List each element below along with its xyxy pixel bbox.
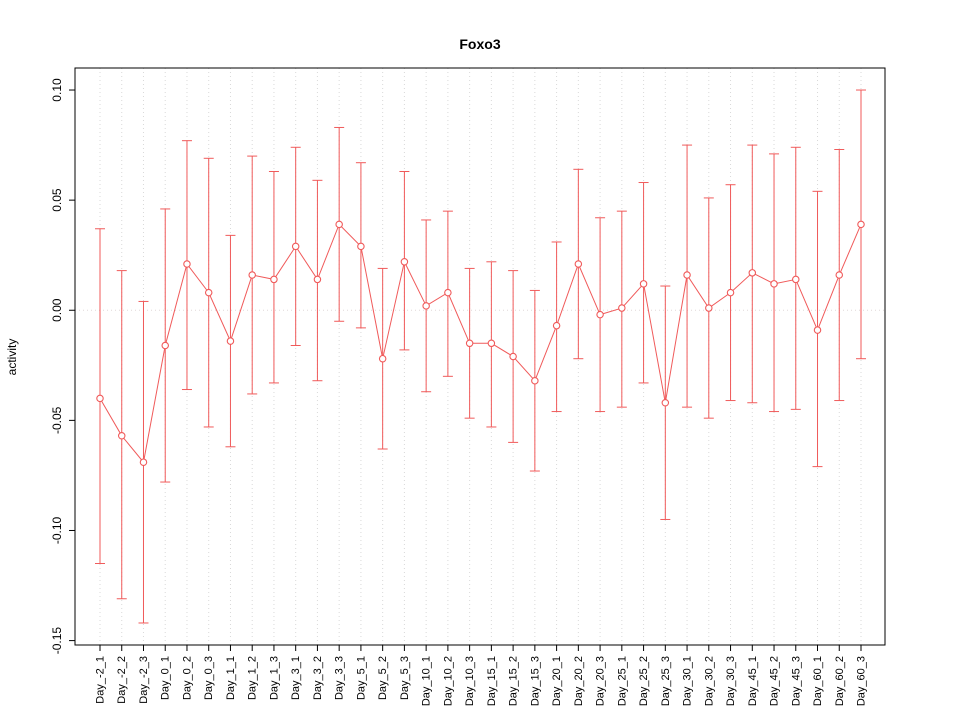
data-point (248, 271, 256, 279)
x-tick-label: Day_-2_2 (116, 656, 128, 704)
x-tick-label: Day_15_3 (529, 656, 541, 706)
y-tick-label: -0.15 (50, 627, 64, 655)
x-tick-label: Day_3_1 (290, 656, 302, 700)
x-tick-label: Day_30_1 (682, 656, 694, 706)
data-point (813, 326, 822, 334)
plot-border (74, 67, 886, 646)
x-tick-label: Day_30_2 (703, 656, 715, 706)
y-tick-label: -0.05 (50, 406, 64, 434)
data-point (313, 275, 322, 284)
data-point (683, 271, 691, 279)
data-point (639, 280, 648, 288)
data-point (139, 458, 148, 466)
chart-title: Foxo3 (459, 36, 501, 52)
x-tick-label: Day_25_1 (616, 656, 628, 706)
data-point (770, 280, 778, 288)
x-tick-label: Day_-2_1 (95, 656, 107, 704)
data-point (422, 302, 430, 310)
y-axis-label: activity (5, 338, 19, 376)
data-point (726, 288, 735, 297)
data-point (270, 275, 278, 284)
data-point (335, 220, 343, 229)
x-tick-label: Day_1_3 (268, 656, 280, 700)
x-tick-label: Day_60_3 (856, 656, 868, 706)
data-point (618, 304, 626, 312)
x-tick-label: Day_5_2 (377, 656, 389, 700)
y-tick-label: 0.00 (50, 298, 64, 322)
data-point (596, 310, 604, 319)
data-point (378, 354, 387, 363)
x-tick-label: Day_60_2 (834, 656, 846, 706)
data-point (117, 432, 126, 440)
data-point (574, 260, 583, 268)
series-line (99, 223, 862, 464)
data-point (465, 339, 474, 348)
x-tick-label: Day_15_2 (508, 656, 520, 706)
x-tick-label: Day_1_2 (247, 656, 259, 700)
data-point (357, 242, 365, 251)
data-point (531, 376, 539, 385)
x-tick-label: Day_45_1 (747, 656, 759, 706)
data-point (661, 398, 670, 407)
data-point (291, 242, 300, 251)
x-tick-label: Day_45_2 (769, 656, 781, 706)
x-tick-label: Day_20_2 (573, 656, 585, 706)
x-tick-label: Day_3_3 (334, 656, 346, 700)
x-tick-label: Day_5_3 (399, 656, 411, 700)
data-point (204, 288, 213, 297)
x-tick-label: Day_1_1 (225, 656, 237, 700)
y-tick-label: 0.10 (50, 78, 64, 102)
data-point (226, 337, 235, 345)
y-tick-label: 0.05 (50, 188, 64, 212)
data-point (96, 394, 104, 403)
x-tick-label: Day_25_3 (660, 656, 672, 706)
x-tick-label: Day_10_1 (421, 656, 433, 706)
x-tick-label: Day_25_2 (638, 656, 650, 706)
data-point (835, 271, 844, 279)
data-point (444, 288, 452, 297)
x-tick-label: Day_30_3 (725, 656, 737, 706)
x-tick-label: Day_10_2 (442, 656, 454, 706)
data-point (705, 304, 713, 312)
data-point (400, 258, 409, 266)
data-point (552, 321, 561, 330)
x-tick-label: Day_0_1 (160, 656, 172, 700)
x-tick-label: Day_20_1 (551, 656, 563, 706)
x-tick-label: Day_10_3 (464, 656, 476, 706)
data-point (509, 352, 517, 361)
x-tick-label: Day_60_1 (812, 656, 824, 706)
x-tick-label: Day_15_1 (486, 656, 498, 706)
x-tick-label: Day_5_1 (355, 656, 367, 700)
x-tick-label: Day_45_3 (790, 656, 802, 706)
x-tick-label: Day_0_3 (203, 656, 215, 700)
data-point (183, 260, 191, 268)
data-point (857, 220, 865, 229)
data-point (487, 339, 496, 348)
y-tick-label: -0.10 (50, 516, 64, 544)
data-point (792, 275, 800, 284)
x-tick-label: Day_3_2 (312, 656, 324, 700)
x-tick-label: Day_20_3 (595, 656, 607, 706)
x-tick-label: Day_0_2 (181, 656, 193, 700)
data-point (161, 341, 169, 350)
data-point (748, 269, 757, 277)
x-tick-label: Day_-2_3 (138, 656, 150, 704)
